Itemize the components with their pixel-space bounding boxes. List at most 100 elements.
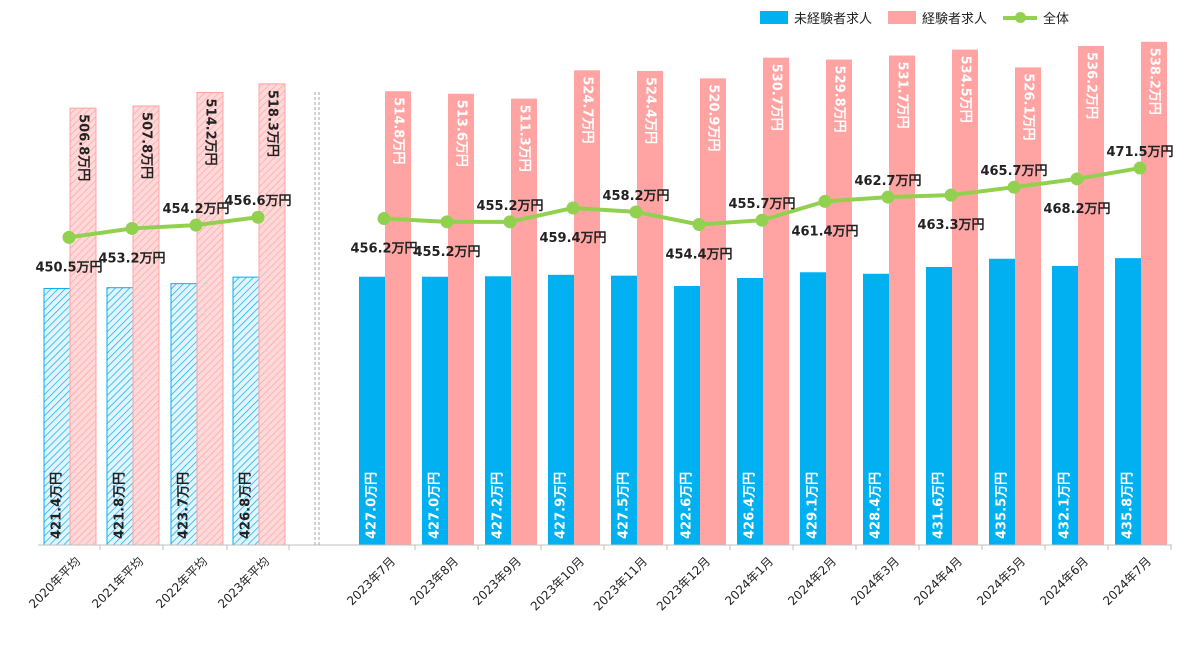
- bar-experienced: [700, 78, 726, 545]
- label-overall: 455.2万円: [413, 245, 480, 260]
- label-experienced: 529.8万円: [832, 66, 847, 133]
- overall-point: [62, 230, 76, 244]
- bar-inexperienced: [1052, 265, 1078, 545]
- label-experienced: 526.1万円: [1021, 73, 1036, 140]
- label-inexperienced: 429.1万円: [806, 472, 821, 539]
- overall-point: [1133, 161, 1147, 175]
- label-inexperienced: 428.4万円: [869, 472, 884, 539]
- label-inexperienced: 426.4万円: [743, 472, 758, 539]
- overall-point: [503, 215, 517, 229]
- label-experienced: 520.9万円: [706, 84, 721, 151]
- bar-experienced: [1141, 41, 1167, 546]
- legend-item-experienced: 経験者求人: [888, 8, 987, 27]
- label-inexperienced: 432.1万円: [1058, 472, 1073, 539]
- x-tick-label: 2024年3月: [848, 554, 902, 608]
- x-tick-label: 2023年7月: [344, 554, 398, 608]
- label-inexperienced: 435.5万円: [995, 472, 1010, 539]
- label-overall: 461.4万円: [791, 224, 858, 239]
- bar-inexperienced: [989, 258, 1015, 545]
- label-overall: 463.3万円: [917, 218, 984, 233]
- bar-inexperienced: [43, 288, 71, 546]
- label-experienced: 538.2万円: [1147, 48, 1162, 115]
- x-tick-label: 2024年1月: [722, 554, 776, 608]
- bar-inexperienced: [926, 266, 952, 545]
- axis-layer: [38, 92, 1172, 550]
- label-overall: 453.2万円: [98, 251, 165, 266]
- bar-experienced: [889, 55, 915, 545]
- label-overall: 456.2万円: [350, 242, 417, 257]
- legend-label-inexperienced: 未経験者求人: [794, 12, 873, 27]
- overall-point: [755, 213, 769, 227]
- x-tick-label: 2024年7月: [1100, 554, 1154, 608]
- bar-experienced: [1078, 46, 1104, 546]
- label-experienced: 511.3万円: [517, 105, 532, 172]
- overall-point: [125, 221, 139, 235]
- label-inexperienced: 427.0万円: [365, 472, 380, 539]
- bar-experienced: [448, 93, 474, 546]
- label-inexperienced: 422.6万円: [680, 472, 695, 539]
- label-overall: 455.7万円: [728, 197, 795, 212]
- label-inexperienced: 427.5万円: [617, 472, 632, 539]
- bar-experienced: [511, 98, 537, 545]
- label-overall: 454.2万円: [162, 202, 229, 217]
- overall-point: [251, 210, 265, 224]
- overall-point: [692, 217, 706, 231]
- bar-experienced: [826, 59, 852, 546]
- label-overall: 454.4万円: [665, 247, 732, 262]
- overall-point: [377, 212, 391, 226]
- bar-experienced: [1015, 67, 1041, 546]
- bar-experienced: [574, 70, 600, 545]
- label-overall: 458.2万円: [602, 189, 669, 204]
- label-overall: 455.2万円: [476, 199, 543, 214]
- label-experienced: 513.6万円: [454, 100, 469, 167]
- overall-point: [1070, 172, 1084, 186]
- label-overall: 459.4万円: [539, 231, 606, 246]
- x-tick-label: 2023年11月: [591, 554, 650, 613]
- bar-inexperienced: [674, 286, 700, 545]
- bar-inexperienced: [422, 276, 448, 545]
- overall-point: [1007, 180, 1021, 194]
- overall-point: [189, 218, 203, 232]
- bar-experienced: [258, 83, 286, 546]
- label-inexperienced: 426.8万円: [239, 472, 254, 539]
- x-tick-label: 2024年6月: [1037, 554, 1091, 608]
- legend-swatch-inexperienced: [760, 11, 788, 24]
- bar-experienced: [952, 49, 978, 546]
- x-tick-label: 2023年平均: [215, 554, 272, 611]
- overall-point: [566, 201, 580, 215]
- bar-inexperienced: [106, 287, 134, 546]
- bar-inexperienced: [1115, 258, 1141, 545]
- x-tick-label: 2022年平均: [153, 554, 210, 611]
- legend-item-overall: 全体: [1003, 8, 1069, 27]
- bar-experienced: [763, 57, 789, 546]
- label-inexperienced: 421.8万円: [113, 472, 128, 539]
- x-tick-label: 2024年5月: [974, 554, 1028, 608]
- label-experienced: 524.4万円: [643, 77, 658, 144]
- label-overall: 471.5万円: [1106, 145, 1173, 160]
- legend-item-inexperienced: 未経験者求人: [760, 8, 872, 27]
- x-tick-label: 2023年8月: [407, 554, 461, 608]
- x-tick-label: 2023年12月: [654, 554, 713, 613]
- label-experienced: 506.8万円: [76, 114, 91, 181]
- bar-inexperienced: [737, 277, 763, 545]
- label-experienced: 530.7万円: [769, 64, 784, 131]
- legend-swatch-experienced: [888, 11, 917, 24]
- x-tick-label: 2023年10月: [528, 554, 587, 613]
- label-overall: 468.2万円: [1043, 202, 1110, 217]
- x-tick-label: 2023年9月: [470, 554, 524, 608]
- overall-point: [818, 194, 832, 208]
- label-inexperienced: 431.6万円: [932, 472, 947, 539]
- bar-experienced: [196, 92, 224, 546]
- overall-line-layer: [62, 161, 1147, 244]
- bar-inexperienced: [800, 272, 826, 545]
- label-inexperienced: 423.7万円: [177, 472, 192, 539]
- overall-point: [629, 205, 643, 219]
- x-tick-label: 2024年2月: [785, 554, 839, 608]
- legend-label-overall: 全体: [1043, 12, 1070, 27]
- label-experienced: 531.7万円: [895, 62, 910, 129]
- overall-point: [440, 215, 454, 229]
- bars-layer: [43, 41, 1167, 546]
- label-experienced: 514.8万円: [391, 97, 406, 164]
- label-experienced: 534.5万円: [958, 56, 973, 123]
- label-overall: 462.7万円: [854, 174, 921, 189]
